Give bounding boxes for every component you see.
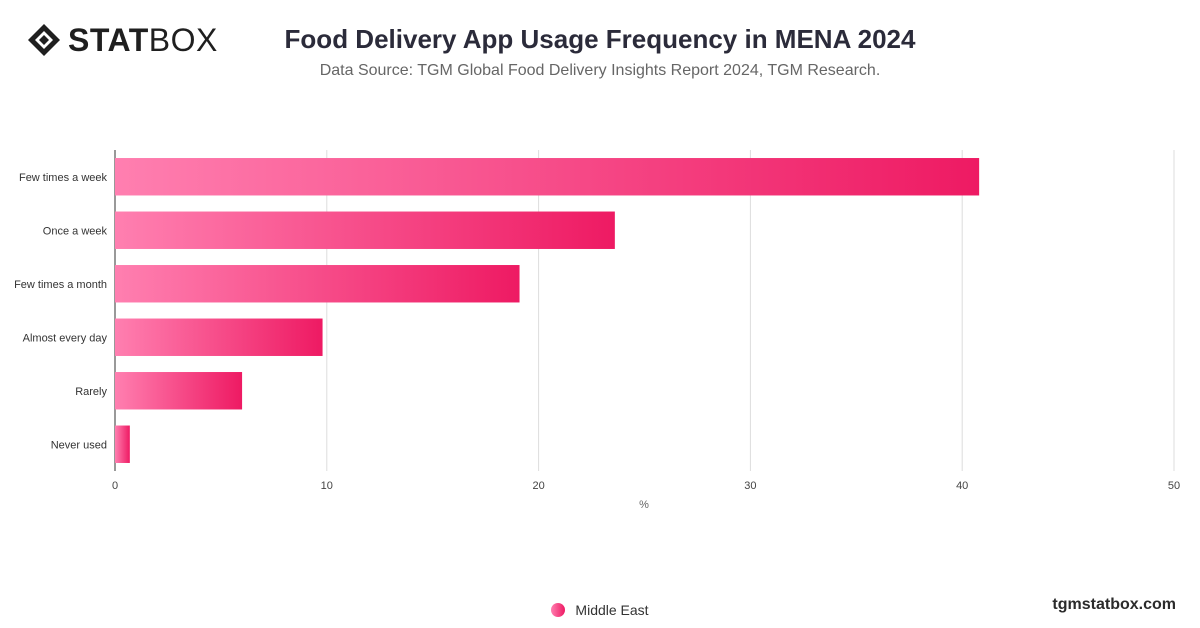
bar[interactable] [115, 158, 980, 196]
statbox-logo: STATBOX [26, 22, 218, 58]
legend-label: Middle East [575, 602, 649, 618]
category-label: Never used [51, 439, 107, 451]
x-tick-label: 30 [744, 480, 756, 492]
bar[interactable] [115, 318, 323, 356]
website-label: tgmstatbox.com [1052, 596, 1176, 613]
category-label: Almost every day [23, 332, 108, 344]
logo-wordmark: STATBOX [68, 22, 218, 58]
chart-legend[interactable]: Middle East [0, 602, 1200, 618]
x-tick-label: 10 [321, 480, 333, 492]
x-tick-label: 0 [112, 480, 118, 492]
chart-subtitle: Data Source: TGM Global Food Delivery In… [319, 62, 881, 79]
bar[interactable] [115, 425, 130, 463]
bar[interactable] [115, 372, 243, 410]
category-label: Few times a month [14, 279, 107, 291]
x-tick-label: 40 [956, 480, 968, 492]
statbox-diamond-icon [28, 24, 60, 56]
x-tick-label: 20 [532, 480, 544, 492]
bar[interactable] [115, 211, 615, 249]
x-tick-label: 50 [1168, 480, 1180, 492]
chart-title: Food Delivery App Usage Frequency in MEN… [284, 24, 916, 54]
x-axis-label: % [639, 499, 649, 511]
category-label: Rarely [75, 386, 107, 398]
bar[interactable] [115, 265, 520, 303]
legend-swatch [551, 603, 566, 617]
category-label: Few times a week [19, 172, 108, 184]
category-label: Once a week [43, 225, 108, 237]
